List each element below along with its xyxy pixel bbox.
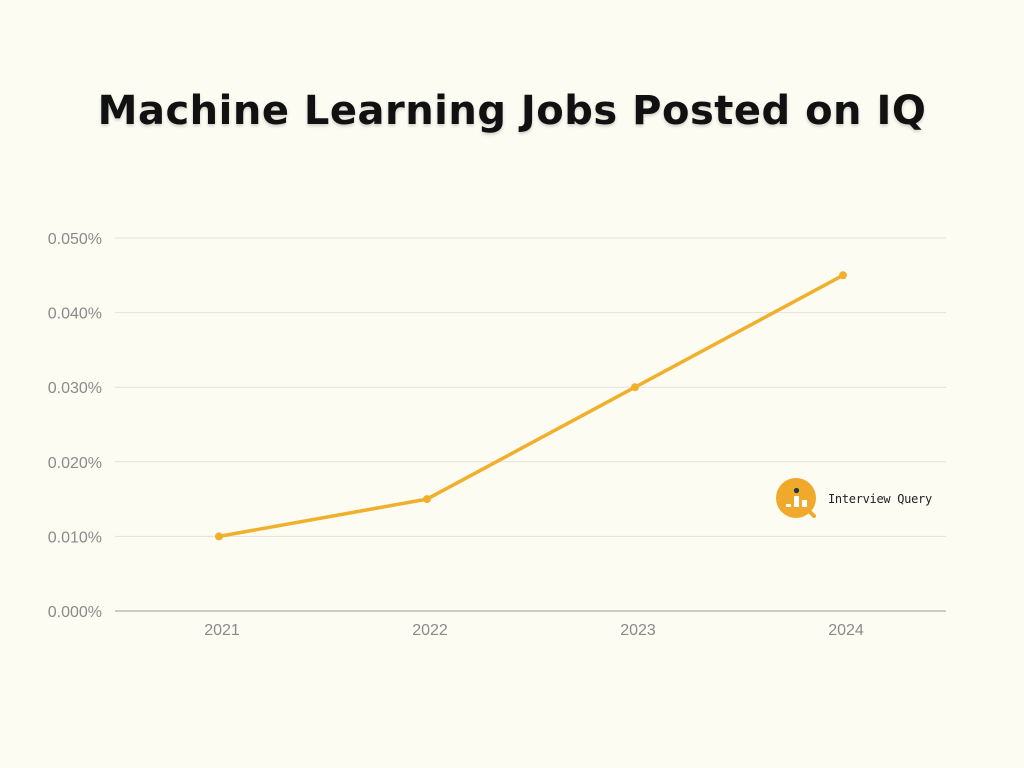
watermark: Interview Query [776,478,932,520]
data-point [631,383,639,392]
y-tick-label: 0.010% [48,529,102,546]
data-point [839,271,847,280]
y-tick-label: 0.040% [48,306,102,323]
data-point [215,532,223,541]
x-tick-labels: 2021 2022 2023 2024 [204,622,864,639]
watermark-text: Interview Query [828,492,932,506]
y-tick-labels: 0.000% 0.010% 0.020% 0.030% 0.040% 0.050% [48,231,102,621]
series-line-group [215,271,847,541]
x-tick-label: 2024 [828,622,864,639]
y-tick-label: 0.000% [48,604,102,621]
series-line [217,273,845,539]
y-tick-label: 0.050% [48,231,102,248]
data-point [423,495,431,504]
grid-lines [115,237,946,537]
y-tick-label: 0.030% [48,380,102,397]
interview-query-logo-icon [776,478,818,520]
chart-title: Machine Learning Jobs Posted on IQ [97,88,927,134]
x-tick-label: 2023 [620,622,656,639]
y-tick-label: 0.020% [48,455,102,472]
x-tick-label: 2022 [412,622,448,639]
x-tick-label: 2021 [204,622,240,639]
